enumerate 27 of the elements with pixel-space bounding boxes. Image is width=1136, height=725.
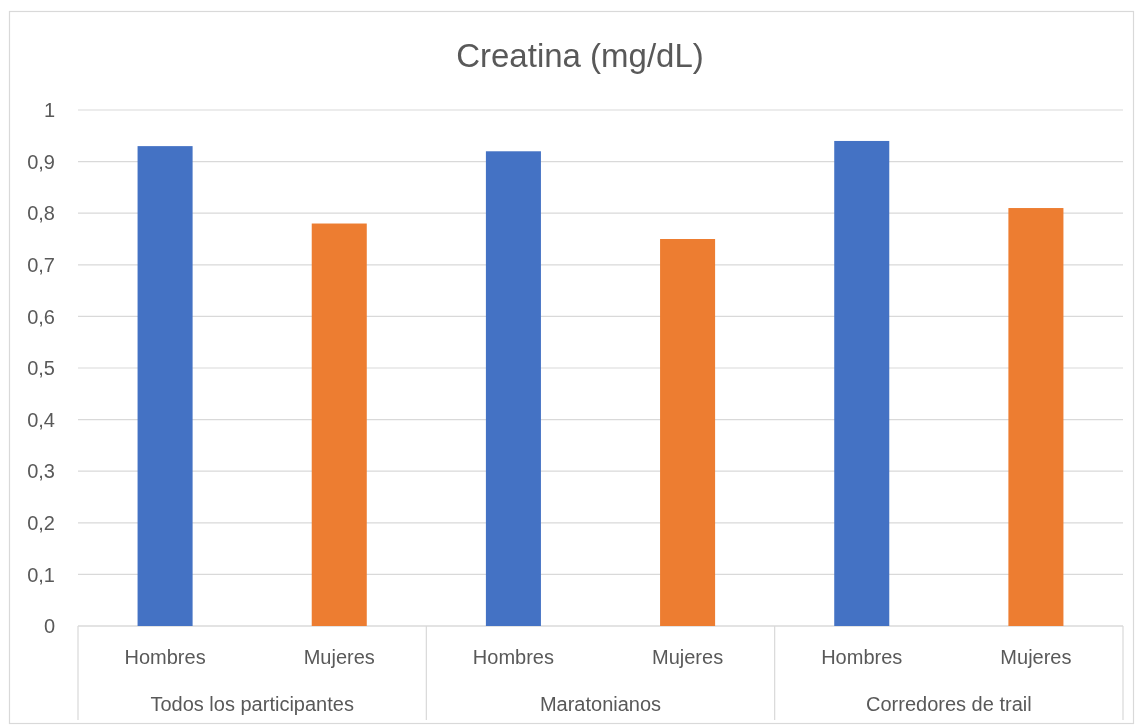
x-tick-label: Maratonianos	[539, 693, 662, 715]
text: Mujeres	[303, 646, 375, 668]
series-label: Hombres	[472, 646, 554, 668]
bar	[137, 146, 193, 626]
chart-title: Creatina (mg/dL)	[456, 37, 704, 74]
y-tick-label: 0,2	[27, 512, 55, 534]
y-tick-label: 0,6	[27, 305, 55, 328]
bar	[311, 223, 367, 626]
y-tick-label: 0,7	[27, 254, 55, 276]
text: Hombres	[124, 646, 206, 668]
y-tick-label: 0	[43, 615, 55, 638]
y-tick-label: 0,9	[27, 150, 55, 173]
y-tick-label: 1	[43, 99, 55, 122]
x-tick-label: Corredores de trail	[866, 693, 1032, 715]
y-tick-label: 0,4	[27, 408, 55, 431]
bar	[660, 239, 716, 626]
text: Hombres	[821, 646, 903, 668]
y-tick-label: 0,5	[27, 357, 55, 380]
y-tick-label: 0,3	[27, 460, 55, 483]
x-tick-label: Todos los participantes	[150, 693, 354, 715]
y-tick-label: 0,1	[27, 563, 55, 586]
y-tick-label: 0,8	[27, 202, 55, 225]
bar	[834, 140, 890, 626]
bar	[485, 151, 541, 626]
series-label: Mujeres	[652, 646, 724, 668]
bar	[1008, 208, 1064, 626]
text: Mujeres	[1000, 646, 1072, 668]
